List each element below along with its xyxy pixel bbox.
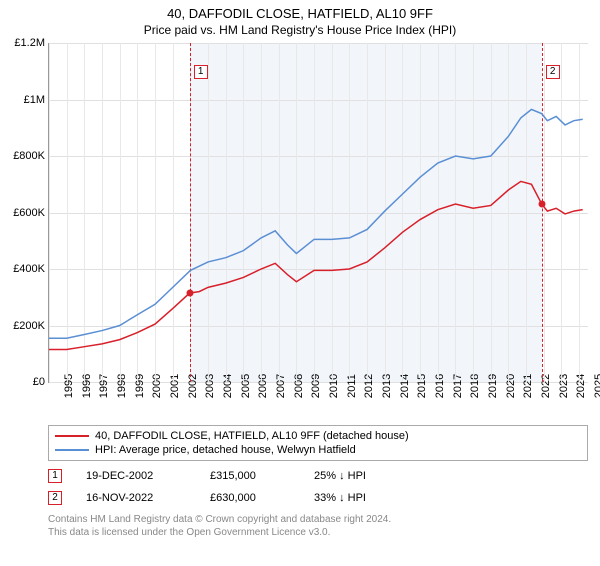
legend-label: 40, DAFFODIL CLOSE, HATFIELD, AL10 9FF (… <box>95 430 409 442</box>
legend-swatch <box>55 435 89 437</box>
legend-item: 40, DAFFODIL CLOSE, HATFIELD, AL10 9FF (… <box>55 429 581 443</box>
chart-title: 40, DAFFODIL CLOSE, HATFIELD, AL10 9FF <box>0 6 600 21</box>
sale-row-marker: 1 <box>48 469 62 483</box>
legend-item: HPI: Average price, detached house, Welw… <box>55 443 581 457</box>
footer: Contains HM Land Registry data © Crown c… <box>48 513 588 539</box>
y-tick-label: £200K <box>13 320 45 332</box>
sale-row: 2 16-NOV-2022 £630,000 33% ↓ HPI <box>48 491 600 505</box>
series-svg <box>49 43 588 382</box>
sale-marker-box: 2 <box>546 65 560 79</box>
sale-row-price: £630,000 <box>210 492 290 504</box>
chart-plot-area: £0£200K£400K£600K£800K£1M£1.2M1995199619… <box>48 43 588 383</box>
footer-line-1: Contains HM Land Registry data © Crown c… <box>48 513 588 526</box>
series-line-hpi <box>49 109 583 338</box>
sale-row-price: £315,000 <box>210 470 290 482</box>
y-tick-label: £1M <box>24 94 45 106</box>
series-line-price_paid <box>49 181 583 349</box>
legend-swatch <box>55 449 89 451</box>
sale-row: 1 19-DEC-2002 £315,000 25% ↓ HPI <box>48 469 600 483</box>
sale-marker-dot <box>186 290 193 297</box>
y-tick-label: £400K <box>13 263 45 275</box>
footer-line-2: This data is licensed under the Open Gov… <box>48 526 588 539</box>
chart-subtitle: Price paid vs. HM Land Registry's House … <box>0 23 600 37</box>
sale-row-pct: 33% ↓ HPI <box>314 492 366 504</box>
y-tick-label: £800K <box>13 150 45 162</box>
sale-row-marker: 2 <box>48 491 62 505</box>
sale-row-date: 19-DEC-2002 <box>86 470 186 482</box>
y-tick-label: £1.2M <box>14 37 45 49</box>
sale-row-pct: 25% ↓ HPI <box>314 470 366 482</box>
sale-row-date: 16-NOV-2022 <box>86 492 186 504</box>
sale-marker-dot <box>538 201 545 208</box>
legend-label: HPI: Average price, detached house, Welw… <box>95 444 356 456</box>
legend: 40, DAFFODIL CLOSE, HATFIELD, AL10 9FF (… <box>48 425 588 461</box>
y-tick-label: £0 <box>33 376 45 388</box>
sale-marker-box: 1 <box>194 65 208 79</box>
y-tick-label: £600K <box>13 207 45 219</box>
